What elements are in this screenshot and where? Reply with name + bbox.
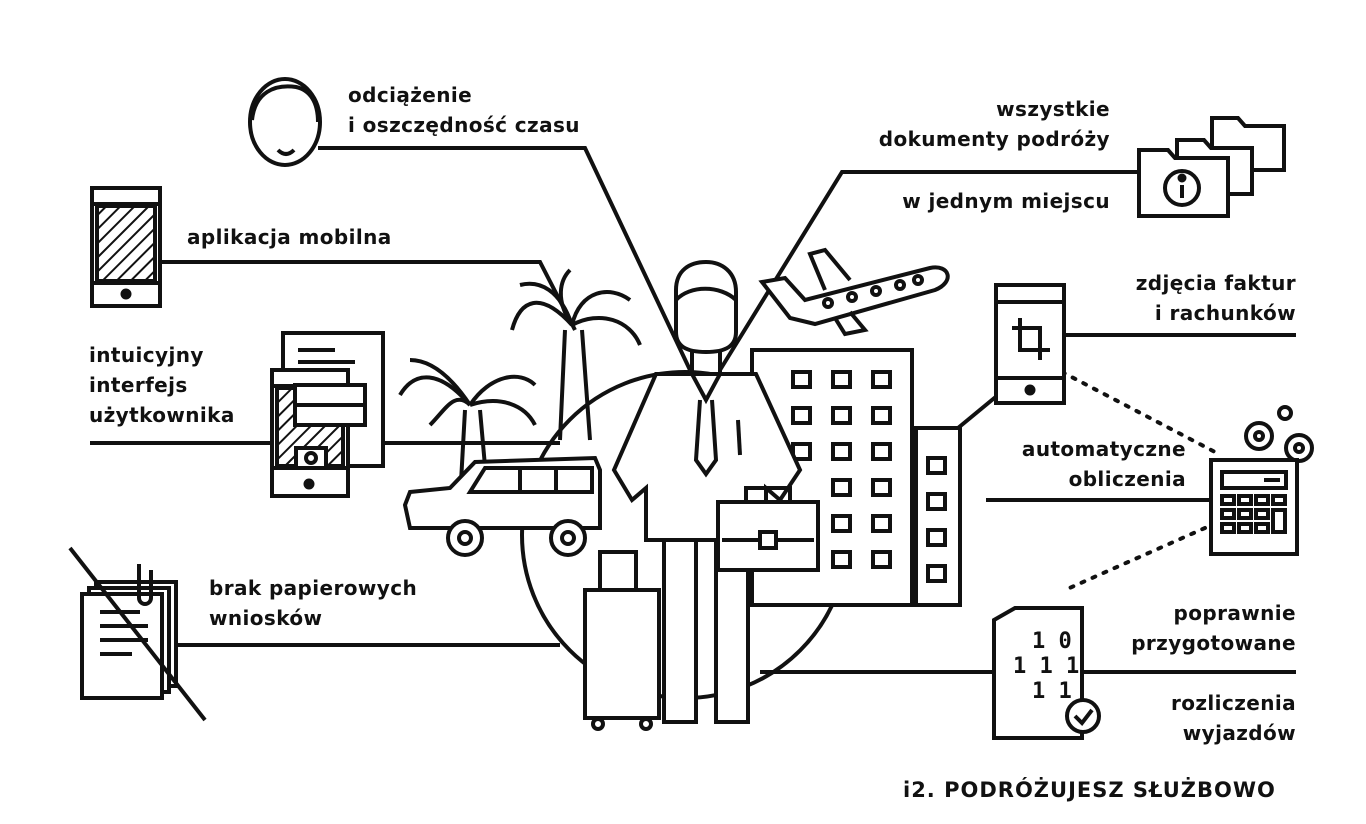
businessman-icon [611,259,803,724]
footer-title: i2. PODRÓŻUJESZ SŁUŻBOWO [903,778,1276,802]
label-documents-line-3: w jednym miejscu [902,189,1110,213]
palm-tree-icon [510,268,642,441]
car-icon [402,455,602,557]
label-no-paper-line-2: wniosków [209,606,323,630]
label-relief: odciążenie i oszczędność czasu [348,80,580,140]
suitcase-icon [583,550,661,731]
phone-hatched-icon [90,186,162,308]
label-no-paper-line-1: brak papierowych [209,576,418,600]
label-settlements-line-1: rozliczenia [1170,691,1296,715]
label-mobile-app: aplikacja mobilna [187,225,392,249]
folders-info-icon [1137,116,1286,218]
person-face-icon [248,77,322,167]
label-correct: poprawnie przygotowane [1131,598,1296,658]
label-documents: wszystkie dokumenty podróży [879,94,1110,154]
label-ui-line-3: użytkownika [89,403,235,427]
label-auto-calc-line-2: obliczenia [1068,467,1186,491]
label-ui: intuicyjny interfejs użytkownika [89,340,235,430]
label-correct-line-1: poprawnie [1173,601,1296,625]
label-settlements-line-2: wyjazdów [1182,721,1296,745]
briefcase-icon [716,486,820,572]
label-correct-line-2: przygotowane [1131,631,1296,655]
label-auto-calc-line-1: automatyczne [1021,437,1186,461]
label-no-paper: brak papierowych wniosków [209,573,417,633]
no-paper-icon [68,546,207,722]
label-relief-line-2: i oszczędność czasu [348,113,580,137]
calculator-gears-icon [1209,405,1314,556]
connector-lines [90,146,1296,674]
phone-crop-icon [994,283,1066,405]
binary-line-1: 1 0 [1032,629,1072,654]
label-ui-line-2: interfejs [89,373,188,397]
binary-line-2: 1 1 1 [1013,654,1079,679]
label-photos: zdjęcia faktur i rachunków [1136,268,1296,328]
label-documents-line-1: wszystkie [996,97,1110,121]
label-ui-line-1: intuicyjny [89,343,204,367]
label-photos-line-2: i rachunków [1154,301,1296,325]
airplane-icon [758,247,950,337]
label-photos-line-1: zdjęcia faktur [1135,271,1296,295]
label-documents-line-2: dokumenty podróży [878,127,1110,151]
document-form-icon [270,331,385,498]
label-relief-line-1: odciążenie [348,83,473,107]
binary-line-3: 1 1 [1032,679,1072,704]
palm-tree-icon [398,358,537,501]
binary-document-check-icon [992,606,1101,740]
label-auto-calc: automatyczne obliczenia [1022,434,1186,494]
label-settlements: rozliczenia wyjazdów [1171,688,1296,748]
